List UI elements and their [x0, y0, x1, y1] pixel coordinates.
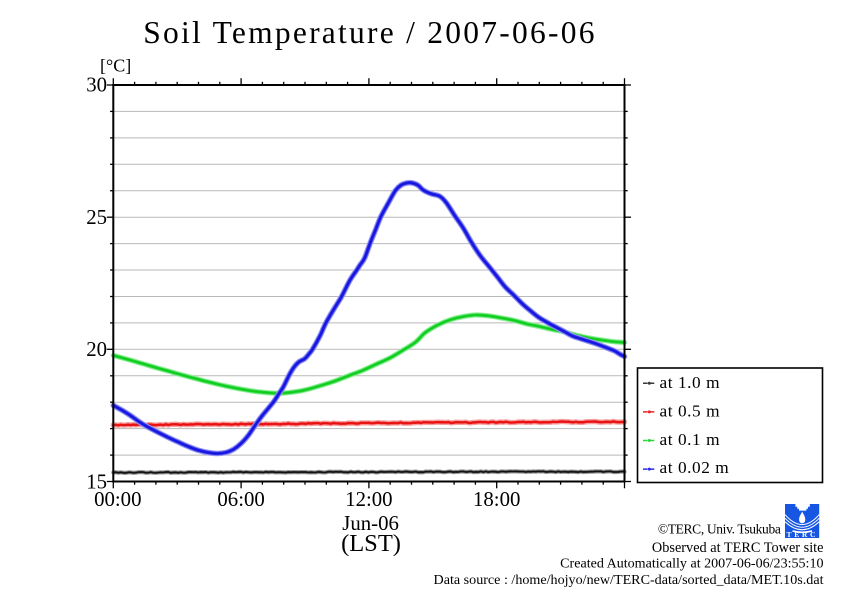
- svg-text:12:00: 12:00: [345, 488, 392, 511]
- svg-text:18:00: 18:00: [473, 488, 520, 511]
- svg-text:(LST): (LST): [341, 530, 401, 557]
- svg-text:25: 25: [86, 206, 107, 229]
- svg-text:©TERC, Univ. Tsukuba: ©TERC, Univ. Tsukuba: [658, 521, 781, 536]
- svg-text:00:00: 00:00: [94, 488, 141, 511]
- svg-text:[°C]: [°C]: [100, 56, 131, 76]
- svg-text:06:00: 06:00: [217, 488, 264, 511]
- svg-text:Data source : /home/hojyo/new/: Data source : /home/hojyo/new/TERC-data/…: [434, 572, 824, 588]
- svg-text:at 0.02 m: at 0.02 m: [660, 458, 730, 477]
- svg-text:Jun-06: Jun-06: [342, 512, 399, 535]
- svg-text:at 0.5 m: at 0.5 m: [660, 402, 721, 421]
- svg-text:30: 30: [86, 74, 107, 97]
- svg-text:Observed at TERC Tower site: Observed at TERC Tower site: [652, 540, 824, 556]
- svg-text:at 1.0 m: at 1.0 m: [660, 373, 721, 392]
- svg-text:Created Automatically at 2007-: Created Automatically at 2007-06-06/23:5…: [560, 556, 823, 572]
- svg-text:Soil Temperature / 2007-06-06: Soil Temperature / 2007-06-06: [143, 15, 597, 50]
- svg-text:TERC: TERC: [787, 530, 819, 539]
- svg-text:20: 20: [86, 338, 107, 361]
- svg-text:at 0.1 m: at 0.1 m: [660, 430, 721, 449]
- svg-text:15: 15: [86, 470, 107, 493]
